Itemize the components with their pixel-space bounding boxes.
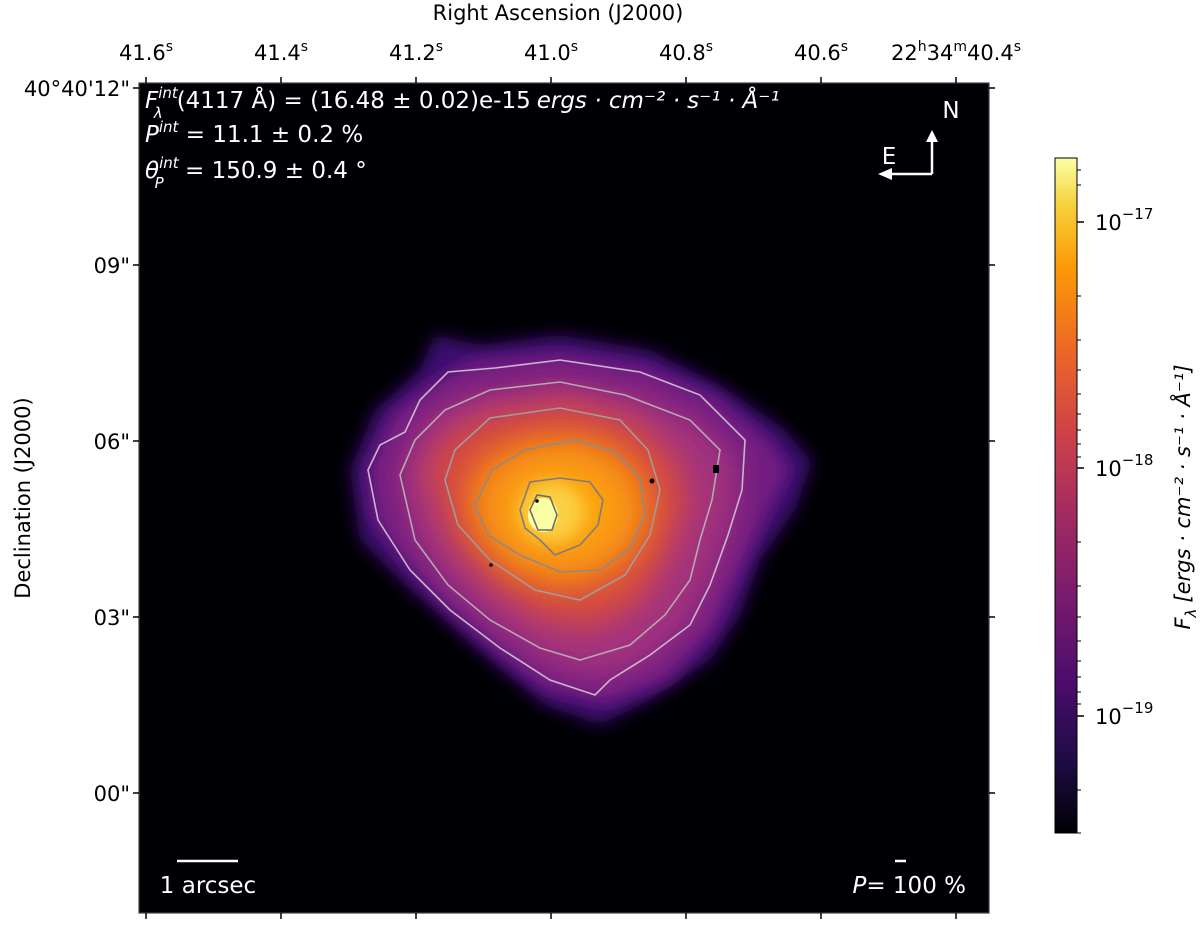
scalebar-label: 1 arcsec: [160, 873, 256, 899]
dec-tick-label: 40°40'12": [24, 77, 130, 101]
x-axis-label: Right Ascension (J2000): [433, 1, 684, 25]
dec-tick-label: 03": [94, 606, 130, 630]
ra-tick-label: 41.2s: [389, 39, 443, 65]
angle-annotation: θint P = 150.9 ± 0.4 °: [145, 154, 367, 192]
ra-tick-label: 41.0s: [524, 39, 578, 65]
ra-ticks: [145, 77, 957, 919]
ra-tick-label: 40.6s: [794, 39, 848, 65]
pol-scale-label: P= 100 %: [852, 873, 966, 899]
dec-ticks: [133, 87, 995, 794]
compass-north-label: N: [942, 98, 959, 124]
y-axis-label: Declination (J2000): [11, 397, 35, 598]
colorbar-label: Fλ[ergs · cm⁻² · s⁻¹ · Å⁻¹]: [1169, 364, 1200, 629]
ra-tick-label-last: 22h34m40.4s: [891, 39, 1021, 65]
galaxy-emission: [350, 335, 812, 725]
colorbar-tick-label: 10−19: [1095, 699, 1153, 729]
ra-tick-label: 41.6s: [119, 39, 173, 65]
ra-tick-label: 40.8s: [659, 39, 713, 65]
dec-tick-labels: 40°40'12" 09" 06" 03" 00": [24, 77, 130, 806]
compass-east-label: E: [882, 144, 897, 170]
colorbar-ticks: [1077, 169, 1084, 834]
polarization-annotation: Pint = 11.1 ± 0.2 %: [145, 118, 363, 148]
colorbar-tick-label: 10−17: [1095, 205, 1153, 235]
dec-tick-label: 00": [94, 782, 130, 806]
colorbar: [1054, 157, 1078, 834]
dec-tick-label: 09": [94, 254, 130, 278]
flux-annotation: Fint λ (4117 Å) = (16.48 ± 0.02)e-15 ergs ·…: [145, 84, 780, 122]
compass: [878, 130, 938, 180]
ra-tick-label: 41.4s: [254, 39, 308, 65]
colorbar-tick-label: 10−18: [1095, 451, 1153, 481]
svg-text:Pint = 11.1 ± 0.2 %: Pint = 11.1 ± 0.2 %: [145, 118, 363, 148]
flux-contours: [367, 359, 746, 696]
ra-tick-labels: 41.6s 41.4s 41.2s 41.0s 40.8s 40.6s 22h3…: [119, 39, 1021, 65]
dec-tick-label: 06": [94, 430, 130, 454]
